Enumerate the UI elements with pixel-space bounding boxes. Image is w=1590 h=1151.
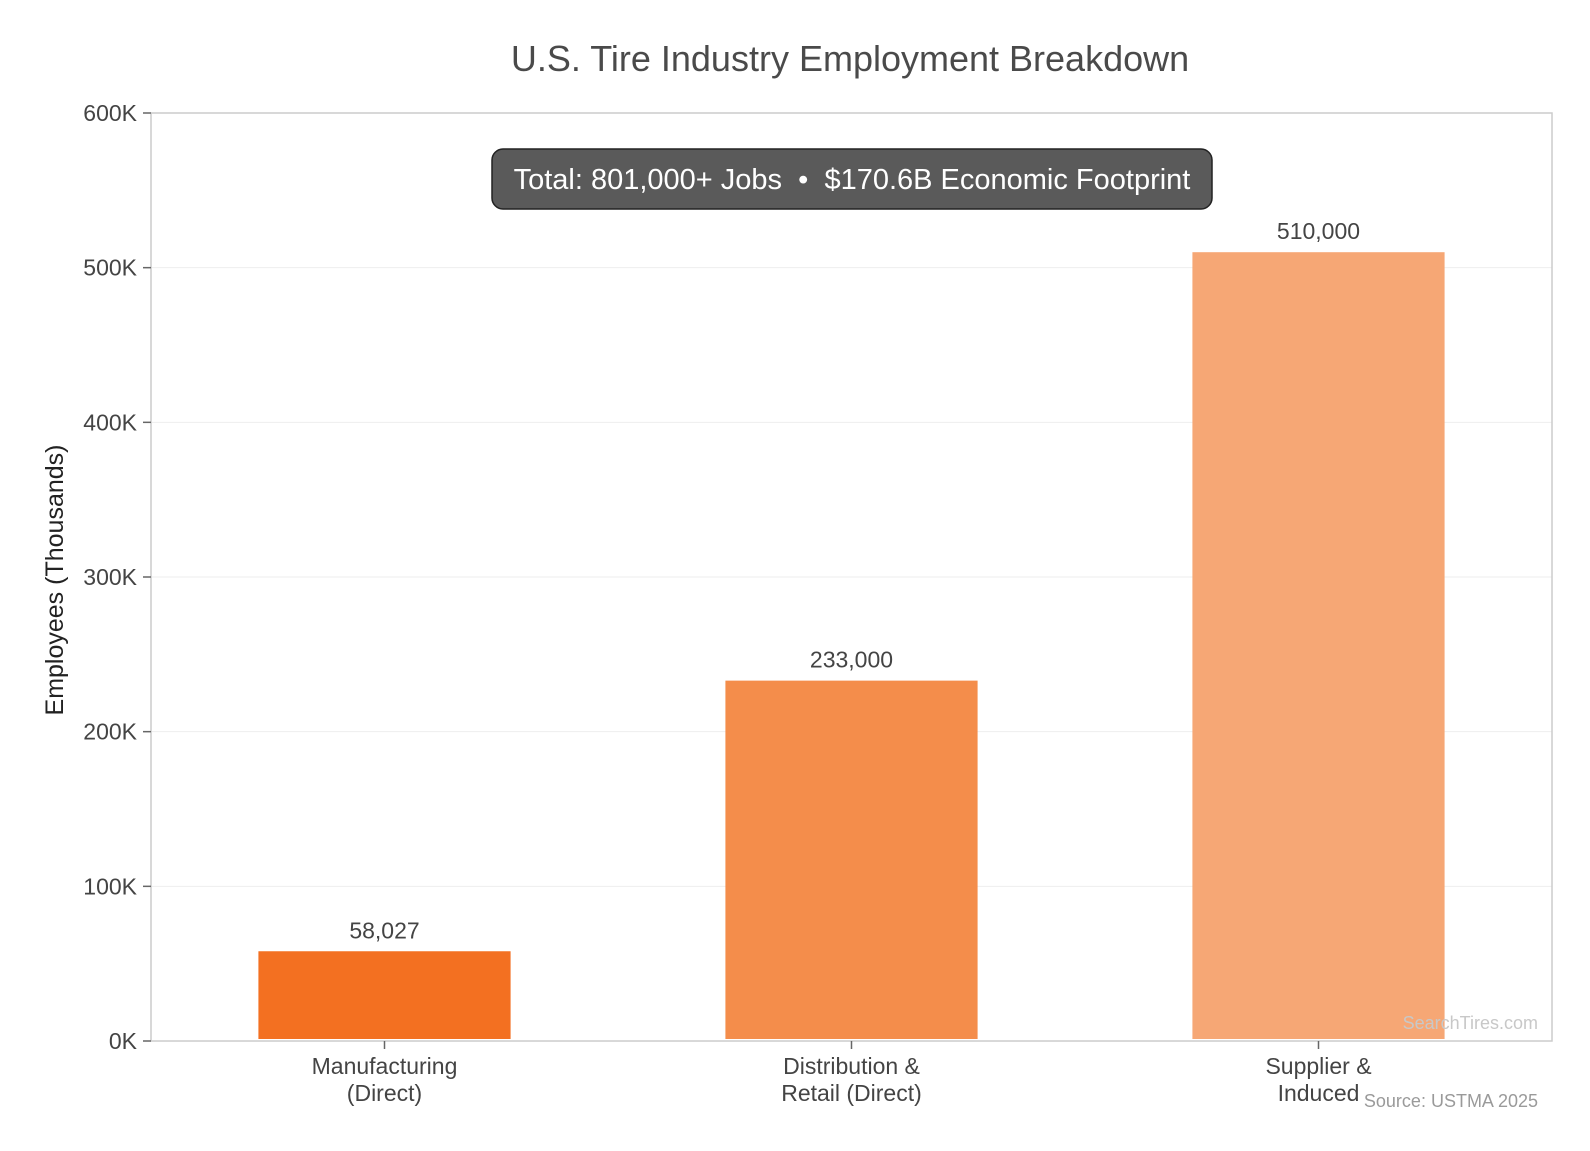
bar — [258, 951, 511, 1039]
y-tick-label: 0K — [109, 1028, 138, 1054]
annotation-box — [491, 148, 1213, 210]
x-tick-label: (Direct) — [347, 1080, 422, 1106]
bar-value-label: 510,000 — [1277, 218, 1360, 244]
x-tick-label: Retail (Direct) — [781, 1080, 922, 1106]
y-axis: 0K 100K 200K 300K 400K 500K 600K — [83, 100, 151, 1054]
annotation-text: Total: 801,000+ Jobs • $170.6B Economic … — [514, 164, 1191, 196]
value-labels: 58,027 233,000 510,000 — [349, 218, 1360, 943]
y-tick-label: 200K — [83, 719, 137, 745]
x-tick-label: Supplier & — [1265, 1053, 1371, 1079]
y-axis-label: Employees (Thousands) — [41, 445, 69, 716]
watermark: SearchTires.com — [1403, 1013, 1538, 1033]
y-tick-label: 100K — [83, 873, 137, 899]
bar — [1192, 252, 1445, 1039]
x-axis: Manufacturing(Direct) Distribution &Retai… — [312, 1041, 1372, 1106]
bar-value-label: 233,000 — [810, 647, 893, 673]
total-annotation: Total: 801,000+ Jobs • $170.6B Economic … — [491, 148, 1213, 210]
bar — [725, 680, 978, 1039]
y-tick-label: 500K — [83, 255, 137, 281]
y-tick-label: 600K — [83, 100, 137, 126]
bars — [258, 252, 1445, 1039]
x-tick-label: Manufacturing — [312, 1053, 458, 1079]
chart-title: U.S. Tire Industry Employment Breakdown — [511, 38, 1189, 79]
y-tick-label: 300K — [83, 564, 137, 590]
x-tick-label: Induced — [1278, 1080, 1360, 1106]
source-note: Source: USTMA 2025 — [1364, 1091, 1538, 1111]
bar-value-label: 58,027 — [349, 917, 419, 943]
y-tick-label: 400K — [83, 409, 137, 435]
x-tick-label: Distribution & — [783, 1053, 920, 1079]
